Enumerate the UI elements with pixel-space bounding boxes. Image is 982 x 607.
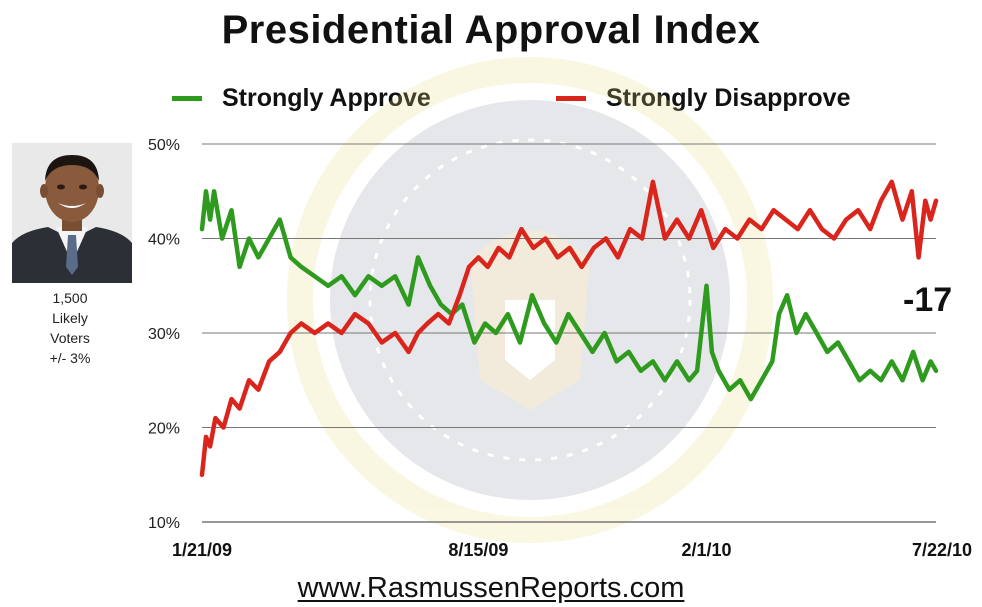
y-tick-label: 40% [148, 232, 180, 249]
legend-item-disapprove: Strongly Disapprove [556, 84, 851, 113]
sample-size: 1,500 [52, 290, 88, 306]
sample-likely: Likely [52, 310, 88, 326]
series-layer [199, 179, 939, 478]
y-tick-label: 20% [148, 421, 180, 438]
x-tick-label: 7/22/10 [912, 540, 972, 560]
legend-swatch-approve [172, 96, 202, 101]
sample-margin: +/- 3% [49, 350, 91, 366]
legend-label-approve: Strongly Approve [222, 84, 431, 112]
source-footer: www.RasmussenReports.com [0, 572, 982, 605]
x-axis-ticks: 1/21/09 8/15/09 2/1/10 7/22/10 [172, 540, 972, 560]
source-link[interactable]: www.RasmussenReports.com [297, 572, 685, 604]
net-approval-label: -17 [903, 281, 953, 319]
series-line-strongly-disapprove [199, 179, 939, 478]
president-portrait [12, 143, 132, 283]
y-tick-label: 30% [148, 326, 180, 343]
sample-voters: Voters [50, 330, 90, 346]
y-axis-ticks: 10% 20% 30% 40% 50% [148, 137, 180, 532]
legend: Strongly Approve Strongly Disapprove [0, 84, 982, 118]
y-tick-label: 10% [148, 515, 180, 532]
legend-item-approve: Strongly Approve [172, 84, 431, 113]
x-tick-label: 8/15/09 [448, 540, 508, 560]
grid-layer [202, 143, 936, 523]
series-line-strongly-approve [199, 189, 939, 402]
legend-swatch-disapprove [556, 96, 586, 101]
y-tick-label: 50% [148, 137, 180, 154]
legend-label-disapprove: Strongly Disapprove [606, 84, 851, 112]
chart-title: Presidential Approval Index [221, 8, 761, 52]
sample-note: 1,500 Likely Voters +/- 3% [8, 288, 132, 368]
x-tick-label: 1/21/09 [172, 540, 232, 560]
x-tick-label: 2/1/10 [682, 540, 732, 560]
